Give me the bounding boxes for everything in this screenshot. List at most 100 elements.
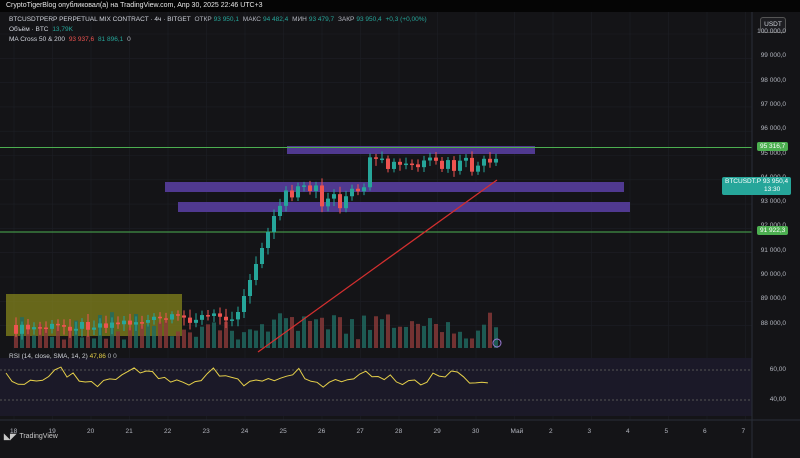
candle-body — [116, 322, 120, 325]
volume-bar — [68, 329, 72, 348]
volume-bar — [158, 322, 162, 348]
rsi-tick-60: 60,00 — [769, 366, 786, 373]
volume-legend[interactable]: Объём · BTC 13,79K — [9, 26, 75, 34]
time-tick: 27 — [356, 428, 364, 435]
candle-body — [452, 160, 456, 171]
symbol-name[interactable]: BTCUSDTPERP PERPETUAL MIX CONTRACT · 4ч … — [9, 16, 191, 23]
candle-body — [272, 216, 276, 232]
price-tick: 99 000,0 — [760, 52, 786, 60]
candle-body — [344, 196, 348, 209]
candle-body — [260, 248, 264, 264]
volume-bar — [146, 324, 150, 348]
volume-bar — [32, 335, 36, 348]
candle-body — [110, 322, 114, 328]
ma-legend[interactable]: MA Cross 50 & 200 93 937,6 81 896,1 0 — [9, 36, 133, 44]
volume-bar — [122, 339, 126, 348]
candle-body — [362, 187, 366, 192]
candle-body — [128, 320, 132, 325]
volume-bar — [362, 315, 366, 348]
volume-bar — [50, 336, 54, 348]
candlesticks — [14, 151, 498, 340]
candle-body — [140, 322, 144, 324]
volume-bar — [62, 339, 66, 348]
countdown-label: 13:30 — [764, 186, 781, 193]
volume-bar — [128, 327, 132, 348]
volume-bar — [236, 339, 240, 348]
time-tick: 4 — [626, 428, 630, 435]
volume-bar — [176, 331, 180, 348]
rsi-legend[interactable]: RSI (14, close, SMA, 14, 2) 47,86 0 0 — [9, 353, 117, 360]
volume-bar — [428, 318, 432, 348]
mid-zone — [165, 182, 624, 192]
candle-body — [248, 280, 252, 296]
time-tick: 23 — [202, 428, 210, 435]
volume-bar — [260, 324, 264, 348]
candle-body — [416, 164, 420, 168]
volume-bar — [152, 325, 156, 348]
volume-bar — [392, 327, 396, 348]
time-tick: 18 — [10, 428, 18, 435]
volume-bar — [194, 336, 198, 348]
price-tick: 97 000,0 — [760, 100, 786, 108]
candle-body — [146, 319, 150, 323]
volume-bar — [356, 339, 360, 348]
volume-bar — [410, 321, 414, 348]
candle-body — [458, 160, 462, 171]
price-tick: 93 000,0 — [760, 198, 786, 206]
price-tick: 100 000,0 — [757, 28, 786, 35]
candle-body — [134, 322, 138, 325]
volume-bar — [326, 329, 330, 348]
candle-body — [182, 315, 186, 318]
volume-value: 13,79K — [52, 26, 73, 33]
rsi-label: RSI (14, close, SMA, 14, 2) — [9, 353, 88, 360]
volume-bar — [314, 319, 318, 348]
price-tick: 96 000,0 — [760, 125, 786, 133]
footer-brand[interactable]: ◣◤ TradingView — [4, 432, 58, 441]
time-tick: 19 — [48, 428, 56, 435]
currency-button[interactable]: USDT — [760, 17, 786, 33]
volume-bar — [434, 324, 438, 348]
volume-bar — [80, 337, 84, 348]
candle-body — [80, 321, 84, 329]
volume-bar — [458, 331, 462, 348]
candle-body — [386, 158, 390, 169]
chart-canvas[interactable] — [0, 12, 800, 458]
ma-label: MA Cross 50 & 200 — [9, 36, 65, 43]
tradingview-logo-icon: ◣◤ — [4, 432, 17, 441]
brand-name: TradingView — [19, 433, 58, 440]
support-price-tag: 91 922,3 — [757, 226, 789, 235]
candle-body — [404, 163, 408, 166]
candle-body — [254, 264, 258, 280]
symbol-legend[interactable]: BTCUSDTPERP PERPETUAL MIX CONTRACT · 4ч … — [9, 16, 429, 24]
candle-body — [230, 319, 234, 321]
volume-bar — [440, 332, 444, 348]
candle-body — [224, 316, 228, 321]
volume-bar — [380, 319, 384, 348]
candle-body — [332, 194, 336, 199]
candle-body — [290, 190, 294, 198]
ma-value-2: 81 896,1 — [97, 36, 124, 43]
time-tick: 2 — [549, 428, 553, 435]
volume-bar — [344, 333, 348, 348]
candle-body — [446, 160, 450, 169]
candle-body — [422, 160, 426, 168]
candle-body — [44, 327, 48, 330]
candle-body — [38, 327, 42, 329]
candle-body — [86, 321, 90, 330]
resistance-price-tag: 95 316,7 — [757, 142, 789, 151]
price-tick: 95 000,0 — [760, 149, 786, 157]
candle-body — [296, 186, 300, 198]
candle-body — [74, 328, 78, 331]
close-label: ЗАКР — [337, 16, 355, 23]
volume-bar — [488, 312, 492, 348]
time-tick: 21 — [125, 428, 133, 435]
volume-bar — [86, 336, 90, 348]
time-tick: 26 — [318, 428, 326, 435]
candle-body — [476, 165, 480, 172]
candle-body — [410, 163, 414, 166]
volume-bar — [338, 317, 342, 348]
volume-bar — [284, 318, 288, 348]
volume-bar — [206, 324, 210, 348]
chart-area[interactable]: BTCUSDTPERP PERPETUAL MIX CONTRACT · 4ч … — [0, 12, 800, 458]
volume-bar — [182, 329, 186, 348]
